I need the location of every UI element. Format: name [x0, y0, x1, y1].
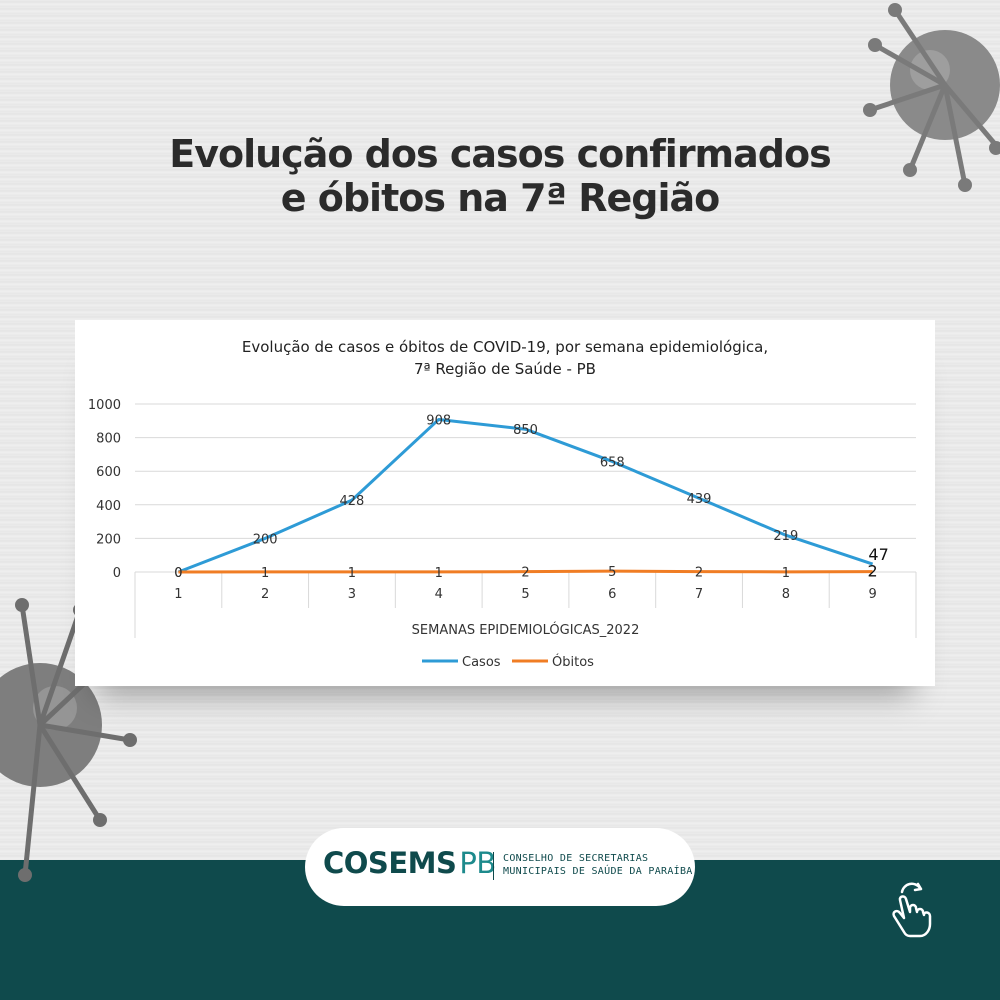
series-line-casos — [177, 417, 874, 574]
headline: Evolução dos casos confirmados e óbitos … — [0, 132, 1000, 220]
x-tick-label: 9 — [868, 587, 876, 602]
cosems-logo: COSEMS PB CONSELHO DE SECRETARIAS MUNICIP… — [305, 828, 695, 906]
x-tick-label: 6 — [608, 587, 616, 602]
y-tick-label: 1000 — [88, 398, 121, 413]
virus-icon — [0, 598, 137, 882]
y-tick-label: 800 — [96, 432, 121, 447]
chart-title-line1: Evolução de casos e óbitos de COVID-19, … — [241, 338, 769, 356]
legend-label: Óbitos — [552, 654, 594, 670]
virus-icon — [863, 3, 1000, 192]
data-label: 2 — [521, 566, 529, 581]
y-tick-label: 0 — [113, 566, 121, 581]
hand-swipe-icon[interactable] — [882, 880, 944, 942]
data-label: 200 — [253, 532, 278, 547]
data-label: 0 — [174, 566, 182, 581]
chart-title: Evolução de casos e óbitos de COVID-19, … — [75, 336, 935, 380]
y-tick-label: 600 — [96, 465, 121, 480]
data-label: 0 — [174, 566, 182, 581]
x-tick-label: 1 — [174, 587, 182, 602]
headline-line1: Evolução dos casos confirmados — [169, 132, 831, 176]
x-tick-label: 4 — [435, 587, 443, 602]
y-tick-label: 200 — [96, 532, 121, 547]
data-label: 439 — [687, 492, 712, 507]
data-label: 908 — [426, 413, 451, 428]
data-label: 2 — [868, 562, 878, 581]
data-label: 850 — [513, 423, 538, 438]
logo-sub-line1: CONSELHO DE SECRETARIAS — [503, 853, 649, 864]
logo-sub-line2: MUNICIPAIS DE SAÚDE DA PARAÍBA — [503, 866, 693, 877]
logo-subtitle: CONSELHO DE SECRETARIAS MUNICIPAIS DE SA… — [503, 852, 693, 878]
data-label: 1 — [435, 566, 443, 581]
x-tick-label: 8 — [782, 587, 790, 602]
x-tick-label: 2 — [261, 587, 269, 602]
logo-main-text: COSEMS — [323, 846, 457, 880]
x-tick-label: 3 — [348, 587, 356, 602]
chart-card: Evolução de casos e óbitos de COVID-19, … — [75, 320, 935, 686]
data-label: 1 — [782, 566, 790, 581]
series-line-obitos — [178, 569, 873, 574]
x-tick-label: 7 — [695, 587, 703, 602]
legend-label: Casos — [462, 655, 501, 670]
data-label: 1 — [348, 566, 356, 581]
data-label: 47 — [868, 545, 888, 564]
logo-wordmark: COSEMS PB — [323, 846, 496, 880]
data-label: 5 — [608, 565, 616, 580]
headline-line2: e óbitos na 7ª Região — [280, 176, 721, 220]
chart-title-line2: 7ª Região de Saúde - PB — [414, 360, 596, 378]
data-label: 2 — [695, 566, 703, 581]
data-label: 658 — [600, 455, 625, 470]
y-tick-label: 400 — [96, 499, 121, 514]
line-chart: 0 200 400 600 800 1000 1 2 3 4 5 6 7 8 9 SEMANAS EPIDEM… — [88, 398, 917, 670]
x-tick-label: 5 — [521, 587, 529, 602]
data-label: 219 — [773, 529, 798, 544]
logo-divider — [493, 852, 494, 880]
x-axis-title: SEMANAS EPIDEMIOLÓGICAS_2022 — [412, 622, 640, 638]
logo-suffix: PB — [459, 846, 496, 880]
data-label: 1 — [261, 566, 269, 581]
data-label: 428 — [340, 494, 365, 509]
